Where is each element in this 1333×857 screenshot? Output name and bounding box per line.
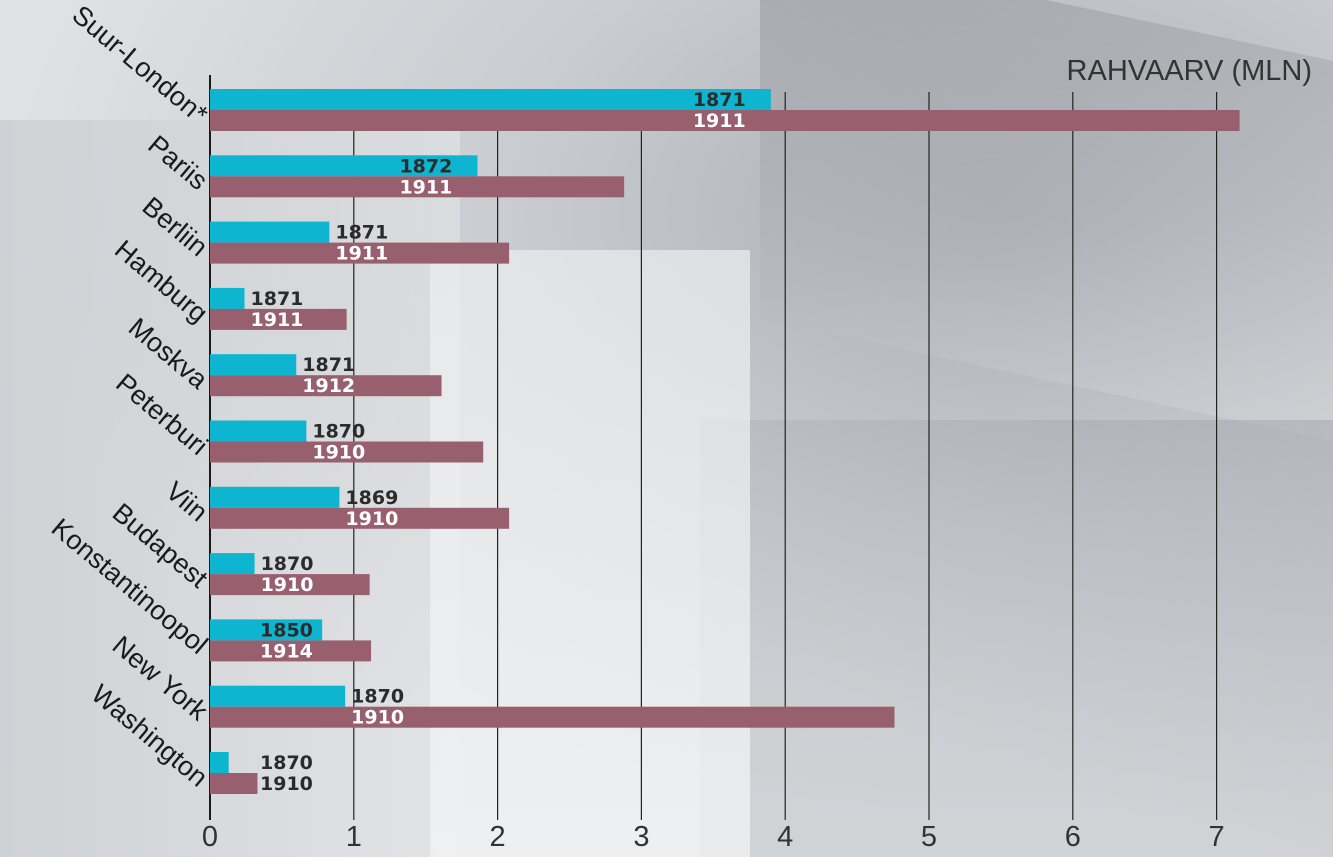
bar-early-new-york xyxy=(210,685,346,707)
bar-early-budapest xyxy=(210,553,255,575)
data-label-early-year: 1869 xyxy=(345,487,398,509)
x-tick-label: 3 xyxy=(633,821,649,853)
background-sky xyxy=(430,250,750,857)
bar-early-hamburg xyxy=(210,287,245,309)
data-label-late-year: 1910 xyxy=(351,707,404,729)
bar-early-viin xyxy=(210,486,340,508)
axis-unit-label: RAHVAARV (MLN) xyxy=(1067,55,1312,87)
data-label-early-year: 1871 xyxy=(302,354,355,376)
bar-early-konstantinoopol xyxy=(210,619,323,641)
data-label-late-year: 1912 xyxy=(302,375,355,397)
x-tick-label: 1 xyxy=(346,821,362,853)
bar-late-moskva xyxy=(210,375,442,397)
bar-late-hamburg xyxy=(210,308,347,330)
data-label-early-year: 1872 xyxy=(399,155,452,177)
data-label-late-year: 1910 xyxy=(345,508,398,530)
category-label: Pariis xyxy=(142,130,213,196)
data-label-late-year: 1910 xyxy=(261,574,314,596)
data-label-early-year: 1850 xyxy=(260,619,313,641)
bars xyxy=(210,89,1240,794)
bar-early-pariis xyxy=(210,155,478,177)
background-building-lower-right xyxy=(700,420,1333,857)
bar-early-moskva xyxy=(210,354,297,376)
bar-early-suur-london- xyxy=(210,89,771,110)
data-label-late-year: 1911 xyxy=(399,176,452,198)
x-tick-label: 5 xyxy=(921,821,937,853)
data-label-early-year: 1870 xyxy=(312,421,365,443)
bar-late-washington xyxy=(210,773,258,794)
bar-late-budapest xyxy=(210,574,370,596)
x-tick-label: 6 xyxy=(1065,821,1081,853)
category-labels: Suur-London*PariisBerliinHamburgMoskvaPe… xyxy=(46,0,214,793)
data-label-late-year: 1910 xyxy=(312,442,365,464)
x-tick-label: 7 xyxy=(1209,821,1225,853)
x-tick-label: 2 xyxy=(490,821,506,853)
bar-late-peterburi xyxy=(210,441,484,463)
data-label-early-year: 1870 xyxy=(260,752,313,774)
data-label-early-year: 1871 xyxy=(335,222,388,244)
bar-early-peterburi xyxy=(210,420,307,442)
category-label: Viin xyxy=(160,476,213,528)
x-tick-label: 0 xyxy=(202,821,218,853)
bar-late-konstantinoopol xyxy=(210,640,372,662)
data-label-early-year: 1871 xyxy=(251,288,304,310)
bar-early-washington xyxy=(210,752,229,773)
data-label-late-year: 1914 xyxy=(260,640,313,662)
data-label-early-year: 1871 xyxy=(693,89,746,111)
data-label-early-year: 1870 xyxy=(261,553,314,575)
bar-late-new-york xyxy=(210,706,895,728)
x-tick-label: 4 xyxy=(777,821,793,853)
data-label-late-year: 1911 xyxy=(693,110,746,132)
data-label-early-year: 1870 xyxy=(351,686,404,708)
category-label: Suur-London* xyxy=(66,0,213,130)
bar-late-viin xyxy=(210,507,510,529)
data-label-late-year: 1911 xyxy=(251,309,304,331)
bar-late-berliin xyxy=(210,242,510,264)
data-labels: 1871191118721911187119111871191118711912… xyxy=(251,89,746,795)
data-label-late-year: 1911 xyxy=(335,243,388,265)
data-label-late-year: 1910 xyxy=(260,773,313,795)
x-tick-labels: 0 1 2 3 4 5 6 7 xyxy=(202,821,1225,853)
bar-early-berliin xyxy=(210,221,330,243)
bar-late-suur-london- xyxy=(210,110,1240,131)
bar-late-pariis xyxy=(210,176,625,198)
